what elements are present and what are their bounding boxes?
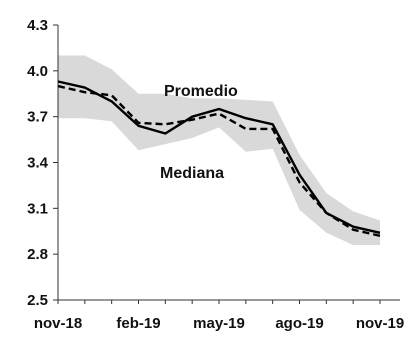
y-tick-label: 2.5 [27, 292, 48, 309]
axes [57, 25, 400, 301]
y-tick-label: 4.3 [27, 17, 48, 34]
y-tick-label: 3.7 [27, 109, 48, 126]
x-tick-label: feb-19 [116, 315, 160, 332]
series-layer [57, 80, 381, 237]
annotation-promedio: Promedio [164, 83, 238, 100]
x-tick-label: ago-19 [275, 315, 323, 332]
x-ticks: nov-18 feb-19 may-19 ago-19 nov-19 [34, 300, 404, 332]
y-ticks: 2.5 2.8 3.1 3.4 3.7 4.0 4.3 [27, 17, 58, 309]
range-band [58, 55, 380, 245]
x-tick-label: nov-18 [34, 315, 82, 332]
y-tick-label: 4.0 [27, 63, 48, 80]
x-tick-label: may-19 [193, 315, 245, 332]
annotation-mediana: Mediana [160, 165, 224, 182]
band-layer [58, 55, 380, 245]
y-tick-label: 3.4 [27, 155, 49, 172]
x-tick-label: nov-19 [356, 315, 404, 332]
y-tick-label: 2.8 [27, 246, 48, 263]
series-line-mediana [57, 84, 381, 237]
y-tick-label: 3.1 [27, 200, 48, 217]
